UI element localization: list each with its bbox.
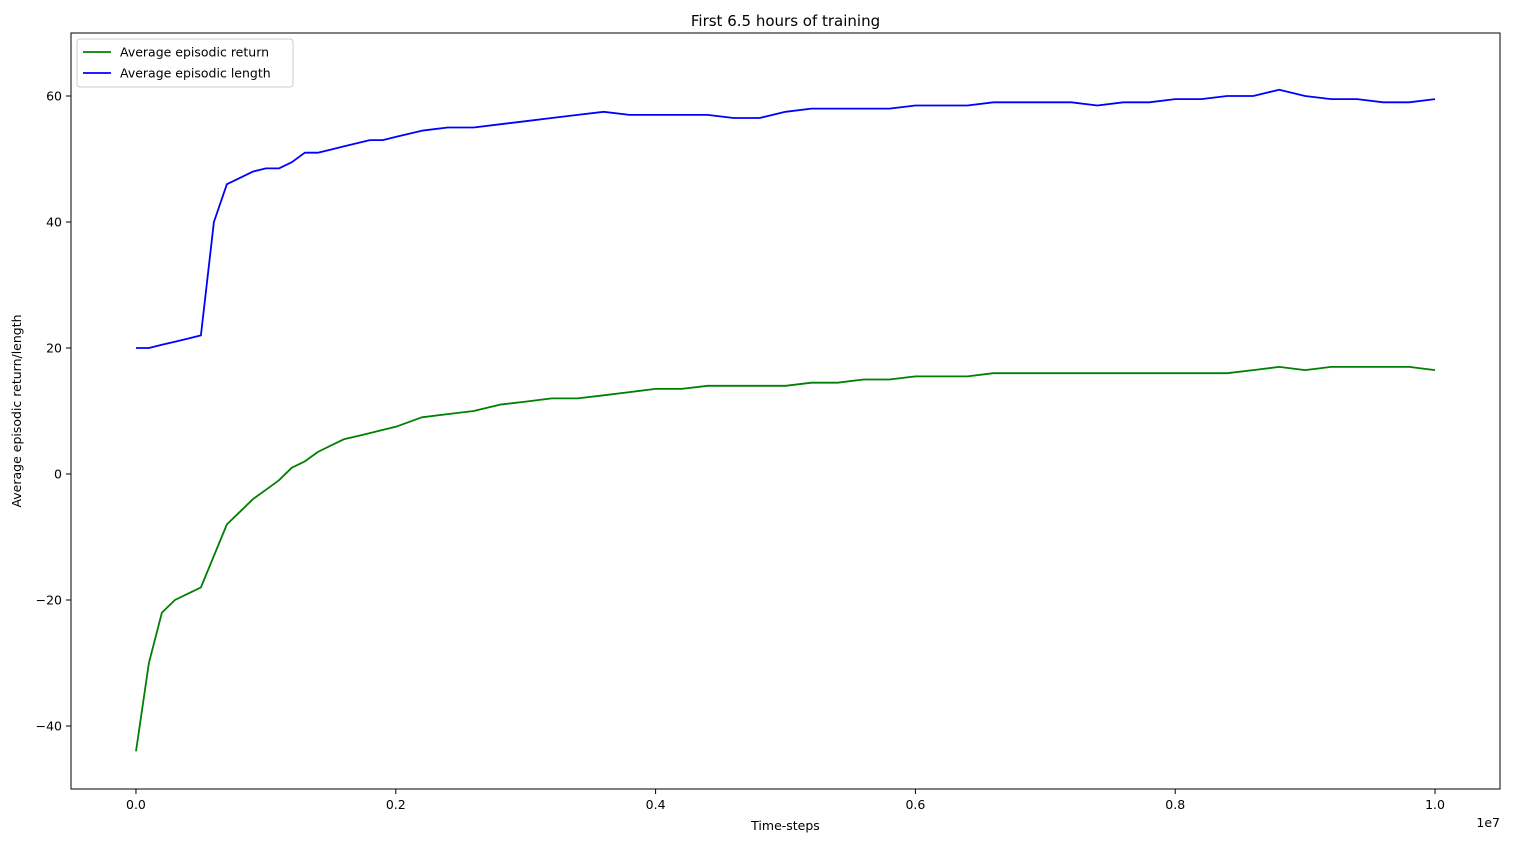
- y-tick-label: 20: [46, 341, 62, 356]
- y-tick-label: 0: [54, 467, 62, 482]
- plot-area: [70, 32, 1501, 790]
- y-tick-label: 60: [46, 89, 62, 104]
- x-axis-label: Time-steps: [750, 818, 820, 833]
- y-tick-label: −20: [36, 593, 62, 608]
- x-tick-label: 0.8: [1165, 797, 1185, 812]
- chart-title: First 6.5 hours of training: [691, 12, 880, 30]
- x-tick-label: 0.6: [905, 797, 925, 812]
- legend: Average episodic return Average episodic…: [76, 38, 294, 88]
- x-tick-label: 0.4: [646, 797, 666, 812]
- x-axis-offset-label: 1e7: [1476, 815, 1500, 830]
- y-axis-label: Average episodic return/length: [9, 314, 24, 507]
- x-tick-label: 0.0: [126, 797, 146, 812]
- legend-label-return: Average episodic return: [120, 45, 269, 60]
- x-tick-label: 1.0: [1425, 797, 1445, 812]
- legend-box: [76, 38, 294, 88]
- y-tick-label: −40: [36, 719, 62, 734]
- x-axis: 0.0 0.2 0.4 0.6 0.8 1.0: [126, 789, 1445, 812]
- series-line-1: [136, 88, 1436, 349]
- legend-label-length: Average episodic length: [120, 66, 271, 81]
- plot-frame: [70, 32, 1501, 790]
- x-tick-label: 0.2: [386, 797, 406, 812]
- y-tick-label: 40: [46, 215, 62, 230]
- series-line-0: [135, 365, 1436, 752]
- y-axis: −40 −20 0 20 40 60: [36, 89, 71, 734]
- series-group: [135, 88, 1436, 752]
